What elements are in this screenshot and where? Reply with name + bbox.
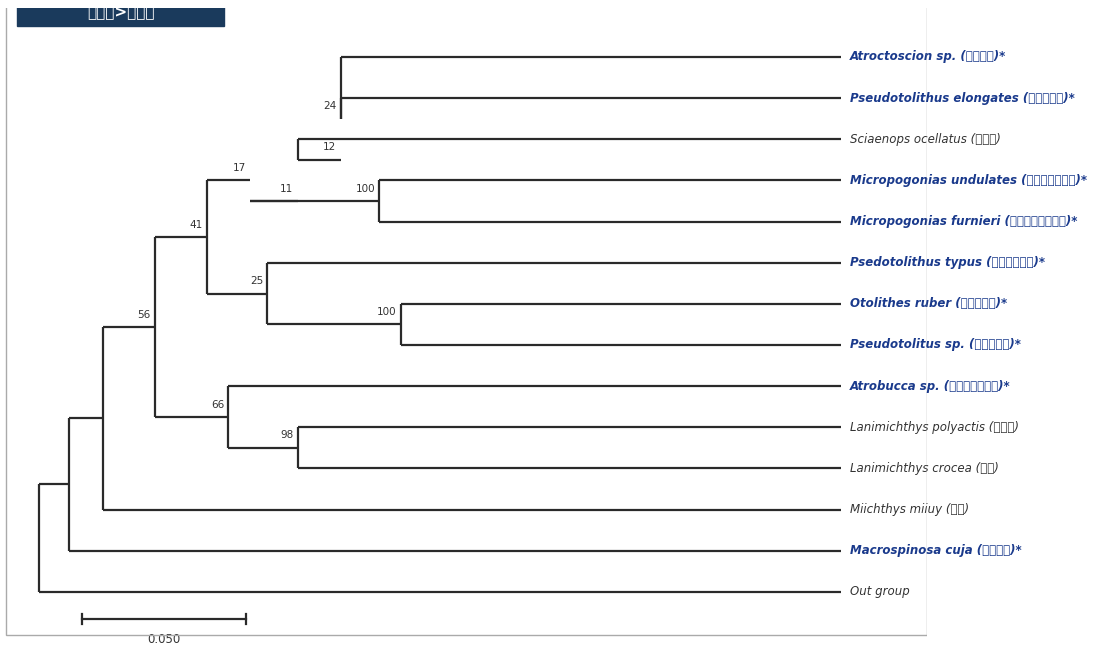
Text: 농어목>민어과: 농어목>민어과	[87, 5, 155, 20]
Text: Out group: Out group	[850, 585, 909, 598]
Text: 100: 100	[355, 184, 375, 193]
Text: Psedotolithus typus (영상가이석태)*: Psedotolithus typus (영상가이석태)*	[850, 256, 1044, 269]
Text: Otolithes ruber (붉은이석태)*: Otolithes ruber (붉은이석태)*	[850, 298, 1007, 311]
Text: Lanimichthys polyactis (참조기): Lanimichthys polyactis (참조기)	[850, 421, 1019, 434]
Text: Miichthys miiuy (민어): Miichthys miiuy (민어)	[850, 503, 969, 516]
Text: Atrobucca sp. (조승꽔리민어속)*: Atrobucca sp. (조승꽔리민어속)*	[850, 380, 1010, 393]
Text: 25: 25	[250, 276, 263, 286]
Text: 11: 11	[280, 184, 293, 193]
Text: Micropogonias undulates (대서양꽔마민어)*: Micropogonias undulates (대서양꽔마민어)*	[850, 174, 1087, 187]
Text: 41: 41	[190, 219, 203, 230]
Text: 12: 12	[324, 143, 337, 152]
Text: Atroctoscion sp. (흔조기속)*: Atroctoscion sp. (흔조기속)*	[850, 50, 1006, 63]
Text: 100: 100	[377, 307, 397, 317]
Text: 56: 56	[137, 310, 151, 320]
Text: Micropogonias furnieri (대서양통꽔마민어)*: Micropogonias furnieri (대서양통꽔마민어)*	[850, 215, 1077, 228]
Text: 17: 17	[233, 163, 246, 173]
FancyBboxPatch shape	[18, 0, 224, 26]
Text: Macrospinosa cuja (쿠자조기)*: Macrospinosa cuja (쿠자조기)*	[850, 544, 1021, 557]
Text: Pseudotolithus elongates (긴가이석태)*: Pseudotolithus elongates (긴가이석태)*	[850, 92, 1074, 105]
Text: Lanimichthys crocea (부세): Lanimichthys crocea (부세)	[850, 462, 998, 475]
Text: Pseudotolitus sp. (가이석태속)*: Pseudotolitus sp. (가이석태속)*	[850, 339, 1020, 352]
Text: 24: 24	[324, 102, 337, 111]
Text: 0.050: 0.050	[147, 633, 180, 646]
Text: 98: 98	[280, 430, 293, 441]
Text: 66: 66	[211, 400, 224, 409]
Text: Sciaenops ocellatus (홍민어): Sciaenops ocellatus (홍민어)	[850, 133, 1000, 146]
